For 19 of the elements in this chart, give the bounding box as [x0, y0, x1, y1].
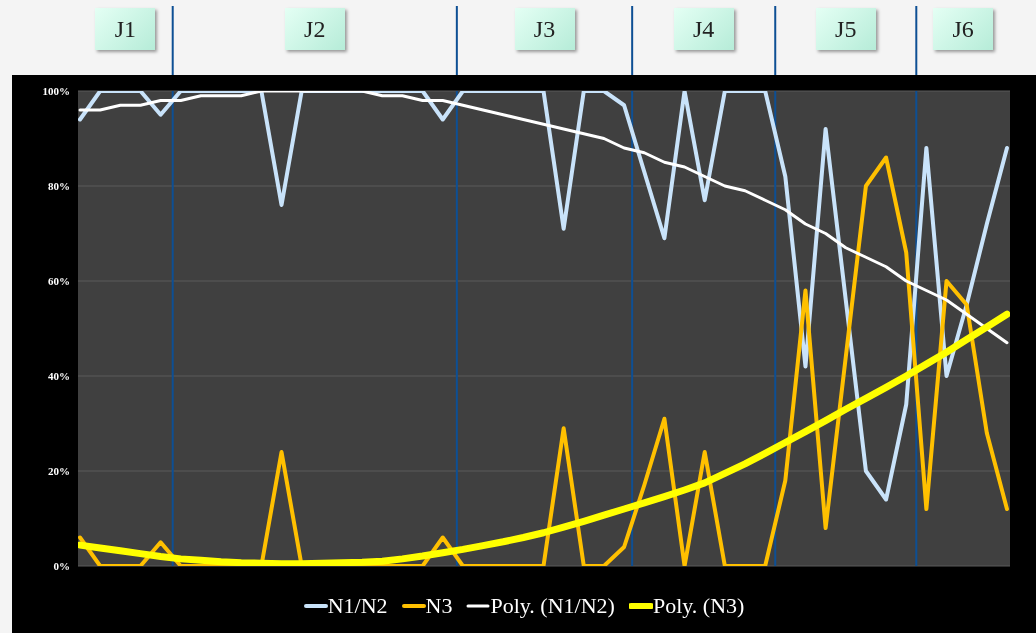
y-tick-label: 20% — [48, 464, 70, 477]
y-tick-label: 100% — [42, 84, 70, 97]
line-series — [78, 155, 1009, 566]
y-tick-label: 60% — [48, 274, 70, 287]
legend-label: N1/N2 — [327, 593, 388, 619]
text: J1 — [95, 8, 156, 50]
line-series — [78, 91, 1009, 502]
text: J5 — [815, 8, 876, 50]
text: J2 — [284, 8, 345, 50]
text: J4 — [673, 8, 734, 50]
line-series — [78, 91, 1009, 345]
legend-label: N3 — [425, 593, 453, 619]
legend-label: Poly. (N1/N2) — [490, 593, 615, 619]
y-tick-label: 40% — [48, 369, 70, 382]
y-tick-label: 0% — [53, 559, 70, 572]
text: J3 — [514, 8, 575, 50]
legend-label: Poly. (N3) — [652, 593, 745, 619]
y-tick-label: 80% — [48, 179, 70, 192]
text: J6 — [933, 8, 994, 50]
